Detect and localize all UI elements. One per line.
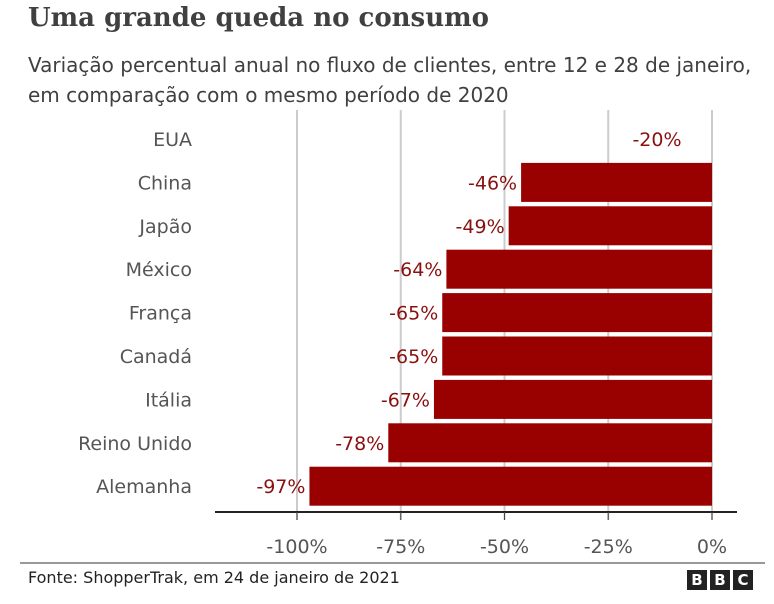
data-label: -64% <box>393 259 442 281</box>
category-label: EUA <box>153 129 192 151</box>
data-label: -46% <box>468 172 517 194</box>
category-label: Canadá <box>120 346 192 368</box>
x-tick-label: 0% <box>697 536 727 558</box>
category-label: Itália <box>145 389 192 411</box>
bbc-logo-letter: B <box>687 570 707 590</box>
bar <box>446 249 712 289</box>
bar <box>442 336 712 376</box>
chart-subtitle: Variação percentual anual no fluxo de cl… <box>28 53 752 107</box>
category-label: China <box>138 172 192 194</box>
category-label: Reino Unido <box>78 433 192 455</box>
bar <box>433 379 712 419</box>
category-label: Alemanha <box>96 476 192 498</box>
x-tick-label: -100% <box>266 536 327 558</box>
bar <box>309 466 712 506</box>
footer-divider <box>20 562 765 564</box>
category-label: Japão <box>138 216 192 238</box>
bar <box>521 162 712 202</box>
data-label: -67% <box>381 389 430 411</box>
data-label: -65% <box>389 346 438 368</box>
x-tick-label: -50% <box>480 536 529 558</box>
chart-title: Uma grande queda no consumo <box>28 3 489 33</box>
x-tick-label: -75% <box>376 536 425 558</box>
bar <box>388 423 712 463</box>
data-label: -78% <box>335 433 384 455</box>
category-label: México <box>126 259 192 281</box>
data-label: -65% <box>389 303 438 325</box>
bar <box>508 206 712 246</box>
category-label: França <box>129 303 192 325</box>
data-label: -20% <box>632 129 681 151</box>
data-label: -97% <box>256 476 305 498</box>
bbc-logo-letter: C <box>733 570 753 590</box>
bbc-logo-letter: B <box>710 570 730 590</box>
source-note: Fonte: ShopperTrak, em 24 de janeiro de … <box>28 568 400 587</box>
x-tick-label: -25% <box>584 536 633 558</box>
bbc-logo: B B C <box>687 570 753 590</box>
bar <box>442 293 712 333</box>
data-label: -49% <box>456 216 505 238</box>
